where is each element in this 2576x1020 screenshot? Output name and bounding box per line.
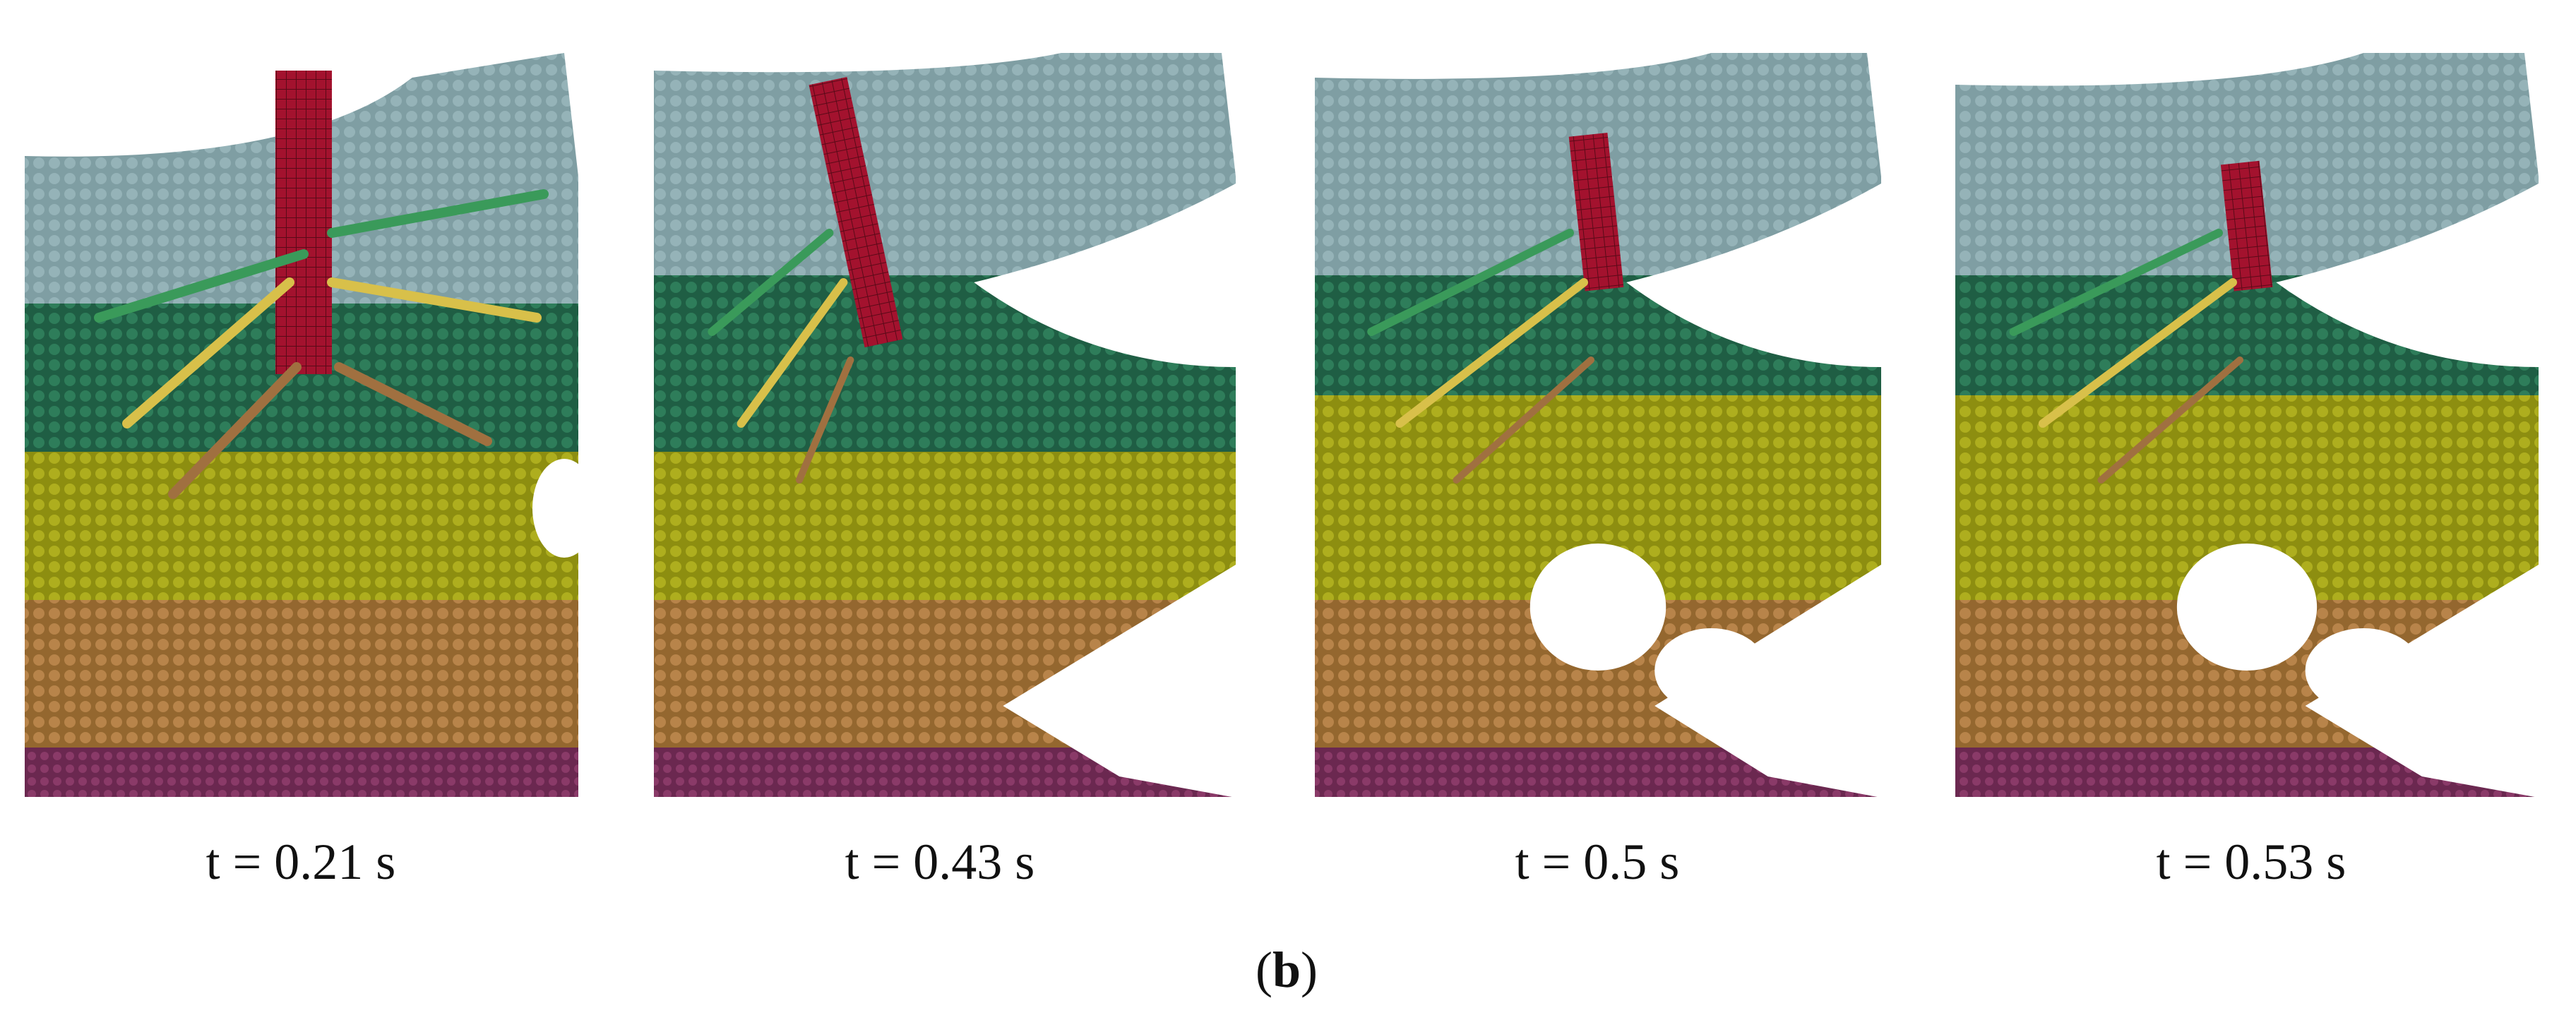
root xyxy=(327,189,549,238)
root xyxy=(2009,229,2223,336)
gray-layer xyxy=(654,53,1236,311)
panels: t = 0.21 s t = 0.43 s t = 0.5 s t = 0.53 s xyxy=(25,53,2539,890)
root xyxy=(122,277,294,428)
void xyxy=(1654,628,1768,713)
void xyxy=(2176,544,2318,671)
brown-layer xyxy=(25,600,578,752)
void xyxy=(1654,565,1881,798)
root xyxy=(737,278,848,428)
root xyxy=(327,277,542,323)
caption-letter: b xyxy=(1272,942,1301,998)
void xyxy=(2305,565,2539,798)
void xyxy=(532,459,596,558)
snapshot: t = 0.21 s xyxy=(25,53,596,890)
pile xyxy=(1568,132,1624,292)
time-label: t = 0.43 s xyxy=(845,834,1035,890)
time-label: t = 0.21 s xyxy=(206,834,396,890)
purple-layer xyxy=(25,748,578,797)
void xyxy=(1530,544,1666,671)
root xyxy=(1453,356,1594,484)
root xyxy=(94,249,309,323)
olive-layer xyxy=(25,452,578,604)
pile xyxy=(809,76,903,348)
void xyxy=(1003,565,1236,798)
snapshot: t = 0.5 s xyxy=(1315,53,1881,890)
caption: (b) xyxy=(1256,942,1318,998)
root xyxy=(708,229,834,336)
root xyxy=(1367,229,1574,336)
void xyxy=(1626,184,1881,367)
time-label: t = 0.53 s xyxy=(2157,834,2347,890)
olive-layer xyxy=(654,452,1236,604)
root xyxy=(168,362,302,499)
time-label: t = 0.5 s xyxy=(1515,834,1680,890)
root xyxy=(796,356,854,484)
snapshot: t = 0.43 s xyxy=(654,53,1236,890)
pile xyxy=(275,71,332,374)
void xyxy=(974,184,1236,367)
root xyxy=(2038,278,2237,428)
root xyxy=(2097,356,2243,484)
root xyxy=(334,362,492,446)
root xyxy=(1395,278,1588,428)
caption-close: ) xyxy=(1301,942,1318,998)
void xyxy=(2276,184,2539,367)
snapshot: t = 0.53 s xyxy=(1955,53,2539,890)
pile xyxy=(2220,160,2273,292)
caption-open: ( xyxy=(1256,942,1272,998)
void xyxy=(2305,628,2422,713)
